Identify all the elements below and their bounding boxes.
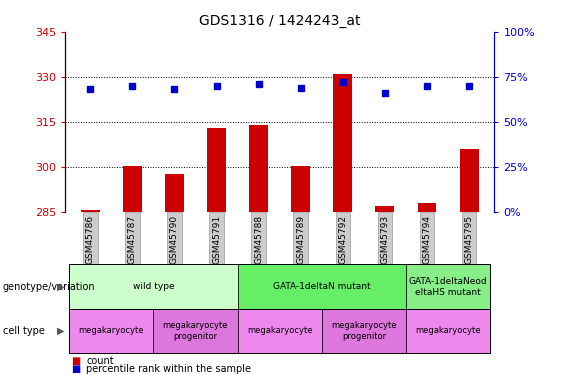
Text: genotype/variation: genotype/variation [3,282,95,292]
Bar [81,210,99,212]
Text: megakaryocyte: megakaryocyte [247,326,312,335]
Text: megakaryocyte: megakaryocyte [79,326,144,335]
Text: GATA-1deltaN mutant: GATA-1deltaN mutant [273,282,371,291]
Title: GDS1316 / 1424243_at: GDS1316 / 1424243_at [199,14,360,28]
Bar [291,166,310,212]
Bar [460,149,479,212]
Text: cell type: cell type [3,326,45,336]
Bar [249,125,268,212]
Bar [418,203,437,212]
Bar [123,166,142,212]
Text: ■: ■ [71,364,80,374]
Text: ▶: ▶ [57,326,65,336]
Text: ▶: ▶ [57,282,65,292]
Text: megakaryocyte
progenitor: megakaryocyte progenitor [331,321,397,340]
Bar [207,128,226,212]
Bar [333,74,353,212]
Text: ■: ■ [71,356,80,366]
Bar [165,174,184,212]
Text: megakaryocyte: megakaryocyte [415,326,481,335]
Text: count: count [86,356,114,366]
Text: wild type: wild type [133,282,174,291]
Text: percentile rank within the sample: percentile rank within the sample [86,364,251,374]
Text: megakaryocyte
progenitor: megakaryocyte progenitor [163,321,228,340]
Bar [376,206,394,212]
Text: GATA-1deltaNeod
eltaHS mutant: GATA-1deltaNeod eltaHS mutant [408,277,488,297]
